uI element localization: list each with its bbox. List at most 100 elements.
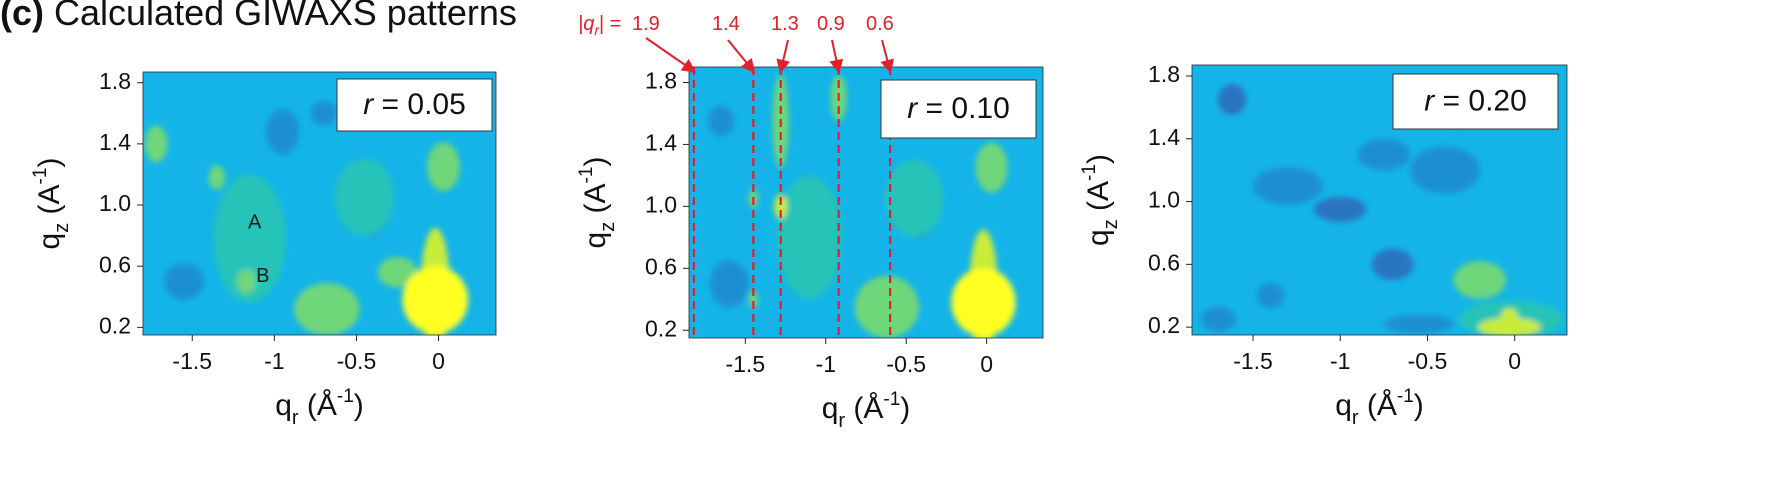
- heatmap-blob-green: [377, 257, 418, 288]
- r-value-box: [880, 79, 1037, 139]
- heatmap-blob-green: [975, 142, 1008, 193]
- x-axis-label: qr (Å-1): [822, 389, 911, 432]
- q-r-arrow: [880, 39, 895, 74]
- x-tick-label: -1.5: [172, 348, 212, 374]
- q-r-prefix: |qr| =: [578, 13, 621, 38]
- heatmap-features: [1200, 83, 1564, 335]
- y-tick-label: 1.8: [1148, 61, 1180, 87]
- heatmap-features: [144, 101, 469, 335]
- y-axis-label: qz (A-1): [576, 157, 619, 249]
- y-axis-label: qz (A-1): [1079, 154, 1122, 246]
- point-label-A: A: [248, 212, 262, 234]
- x-tick-label: 0: [1508, 348, 1521, 374]
- y-tick-label: 1.0: [1148, 187, 1180, 213]
- x-tick-label: -0.5: [337, 348, 377, 374]
- heatmap-blob-green: [294, 283, 360, 335]
- q-r-value-label: 0.9: [817, 13, 845, 35]
- q-r-value-label: 1.3: [771, 13, 799, 35]
- q-r-value-label: 1.4: [712, 13, 740, 35]
- heatmap-blob-high: [1500, 308, 1519, 325]
- y-tick-label: 0.6: [645, 253, 677, 279]
- x-axis-label: qr (Å-1): [275, 386, 364, 429]
- heatmap-blob-high: [1478, 317, 1541, 335]
- r-value-label: r = 0.10: [907, 92, 1010, 125]
- heatmap-blob-green: [1453, 261, 1506, 299]
- y-tick-label: 0.6: [99, 251, 131, 277]
- x-tick-label: -0.5: [1408, 348, 1448, 374]
- heatmap-blob-low: [164, 263, 204, 300]
- y-tick-label: 0.2: [645, 315, 677, 341]
- heatmap-panel-r010: r = 0.10 -1.5 -1 -0.5 0 0.2 0.6 1.0 1.4 1.8 qr (Å-…: [576, 66, 1044, 432]
- heatmap-blob-low: [1410, 146, 1480, 194]
- x-tick-label: -1.5: [1233, 348, 1273, 374]
- heatmap-panel-r020: r = 0.20 -1.5 -1 -0.5 0 0.2 0.6 1.0 1.4 1.8 qr (Å-…: [1079, 61, 1568, 429]
- figure-title-text: Calculated GIWAXS patterns: [54, 0, 517, 33]
- x-axis-label: qr (Å-1): [1335, 386, 1424, 429]
- y-tick-label: 0.2: [99, 312, 131, 338]
- r-value-box: [1392, 73, 1559, 130]
- plot-frame: [688, 66, 1044, 339]
- x-tick-label: -1: [264, 348, 284, 374]
- q-r-arrow: [645, 37, 697, 73]
- r-value-box: [336, 78, 493, 132]
- axes: -1.5 -1 -0.5 0 0.2 0.6 1.0 1.4 1.8: [99, 68, 445, 374]
- heatmap-blob-lower: [1218, 83, 1247, 116]
- y-tick-label: 1.8: [645, 68, 677, 94]
- x-tick-label: -1: [816, 351, 836, 377]
- plot-frame: [1191, 64, 1568, 336]
- panel-letter: (c): [0, 0, 44, 33]
- figure-title: (c) Calculated GIWAXS patterns: [0, 0, 517, 34]
- axes: -1.5 -1 -0.5 0 0.2 0.6 1.0 1.4 1.8: [645, 68, 993, 377]
- heatmap-blob-low: [1383, 314, 1454, 334]
- heatmap-blob-peak: [951, 268, 1016, 337]
- y-axis-label: qz (A-1): [30, 158, 73, 250]
- r-value-label: r = 0.05: [363, 88, 466, 121]
- axes: -1.5 -1 -0.5 0 0.2 0.6 1.0 1.4 1.8: [1148, 61, 1521, 374]
- heatmap-blob-low: [310, 101, 337, 126]
- heatmap-blob-low: [709, 260, 749, 308]
- heatmap-panel-r005: A Br = 0.05 -1.5 -1 -0.5 0 0.2 0.6 1.0 1.4 1.8 qr (…: [30, 68, 497, 429]
- heatmap-blob-green: [748, 291, 759, 308]
- r-value-label: r = 0.20: [1424, 84, 1527, 117]
- heatmap-blob-mid: [213, 174, 286, 303]
- x-tick-label: 0: [980, 351, 993, 377]
- heatmap-blob-mid: [885, 159, 944, 238]
- q-annotations: |qr| = 1.9 1.4 1.3 0.9 0.6: [578, 13, 895, 74]
- heatmap-blob-mid: [777, 175, 842, 300]
- heatmap-blob-green: [208, 165, 226, 190]
- q-r-value-label: 1.9: [632, 13, 660, 35]
- y-tick-label: 1.4: [1148, 124, 1180, 150]
- plot-frame: [142, 71, 497, 336]
- heatmap-blob-low: [266, 108, 299, 155]
- heatmap-blob-low: [1253, 167, 1323, 205]
- heatmap-blob-lower: [1314, 196, 1367, 222]
- x-tick-label: -1.5: [725, 351, 765, 377]
- heatmap-blob-mid: [335, 159, 395, 236]
- heatmap-blob-green: [144, 125, 168, 163]
- y-tick-label: 1.4: [99, 129, 131, 155]
- heatmap-blob-lower: [1371, 248, 1414, 281]
- q-r-arrow: [727, 39, 756, 74]
- heatmap-blob-green: [236, 269, 257, 294]
- heatmap-blob-green: [427, 142, 460, 192]
- x-tick-label: -0.5: [886, 351, 926, 377]
- heatmap-blob-low: [1256, 283, 1285, 309]
- x-tick-label: -1: [1330, 348, 1350, 374]
- y-tick-label: 0.6: [1148, 249, 1180, 275]
- q-r-arrow: [776, 39, 791, 74]
- heatmap-blob-low: [708, 105, 735, 137]
- heatmap-blob-low: [1357, 138, 1411, 171]
- y-tick-label: 1.0: [99, 190, 131, 216]
- point-label-B: B: [256, 265, 269, 287]
- y-tick-label: 1.8: [99, 68, 131, 94]
- dashed-lines: [692, 67, 892, 338]
- y-tick-label: 1.4: [645, 130, 677, 156]
- y-tick-label: 0.2: [1148, 312, 1180, 338]
- heatmap-blob-high: [774, 193, 788, 219]
- q-r-arrow: [829, 39, 844, 74]
- heatmap-blob-green: [854, 276, 920, 338]
- q-r-value-label: 0.6: [866, 13, 894, 35]
- y-tick-label: 1.0: [645, 191, 677, 217]
- x-tick-label: 0: [432, 348, 445, 374]
